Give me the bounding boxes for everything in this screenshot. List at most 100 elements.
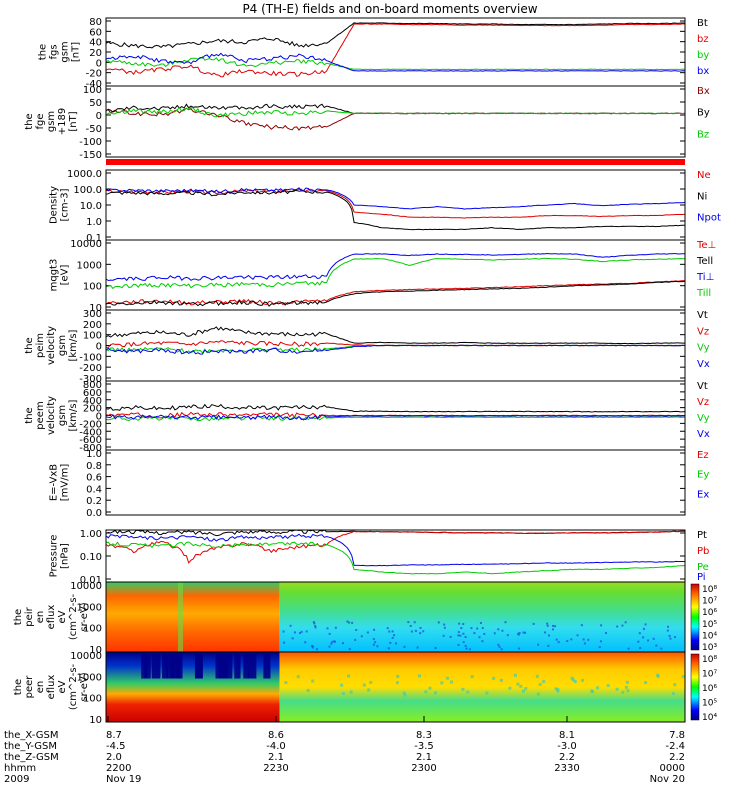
ylabel-line: sr-eV) (79, 672, 90, 701)
spectrogram-pixel (433, 691, 437, 695)
spectrogram-pixel (367, 688, 371, 692)
spectrogram-pixel (326, 627, 329, 630)
series-line (105, 413, 686, 421)
spectrogram-pixel (506, 634, 509, 637)
spectrogram-pixel (639, 647, 642, 650)
legend-entry: Ne (697, 170, 711, 181)
spectrogram-streak (263, 654, 271, 679)
spectrogram-pixel (535, 674, 539, 678)
y-tick-label: 0.0 (86, 508, 102, 519)
ylabel-line: (cm^2-s- (68, 663, 79, 710)
y-tick-label: 1000 (77, 602, 102, 613)
spectrogram-pixel (437, 621, 440, 624)
spectrogram-pixel (552, 628, 555, 631)
ylabel-line: gsm (46, 111, 57, 132)
series-line (105, 533, 685, 567)
spectrogram-pixel (348, 648, 351, 651)
ylabel-line: (cm^2-s- (68, 593, 79, 640)
spectrogram-pixel (524, 631, 527, 634)
x-column-value: -2.4 (665, 741, 685, 752)
y-tick-label: 0.6 (86, 473, 102, 484)
spectrogram-pixel (366, 631, 369, 634)
spectrogram-pixel (478, 636, 481, 639)
series-line (105, 187, 686, 210)
colorbar-tick-label: 10⁴ (702, 713, 717, 723)
spectrogram-pixel (642, 636, 645, 639)
y-tick-label: 20 (89, 48, 102, 59)
spectrogram-pixel (462, 632, 465, 635)
y-tick-label: 100 (83, 624, 102, 635)
legend-entry: Vy (697, 343, 710, 354)
spectrogram-pixel (391, 636, 394, 639)
ylabel-line: fge (35, 113, 46, 129)
y-tick-label: 200 (83, 404, 102, 415)
y-tick-label: 100 (83, 331, 102, 342)
spectrogram-pixel (557, 641, 560, 644)
spectrogram-pixel (422, 630, 425, 633)
spectrogram-pixel (387, 647, 390, 650)
x-column-value: 8.3 (416, 730, 432, 741)
spectrogram-pixel (570, 676, 574, 680)
x-column-value: 2.0 (106, 752, 122, 763)
spectrogram-pixel (314, 626, 317, 629)
ylabel-line: velocity (46, 396, 57, 435)
y-tick-label: 400 (83, 396, 102, 407)
panel-frame (105, 449, 686, 516)
spectrogram-pixel (374, 641, 377, 644)
spectrogram-pixel (334, 626, 337, 629)
x-column-value: 2230 (263, 763, 288, 774)
spectrogram-pixel (362, 683, 366, 687)
series-line (105, 530, 686, 564)
y-tick-label: -300 (79, 374, 102, 385)
x-column-value: Nov 19 (106, 774, 141, 785)
x-column-value: 2200 (106, 763, 131, 774)
spectrogram-pixel (372, 643, 375, 646)
spectrogram-pixel (627, 647, 630, 650)
x-row-label: the_X-GSM (4, 730, 58, 741)
spectrogram-pixel (516, 682, 520, 686)
spectrogram-pixel (656, 674, 660, 678)
spectrogram-pixel (546, 624, 549, 627)
spectrogram-pixel (449, 635, 452, 638)
spectrogram-pixel (542, 680, 546, 684)
spectrogram-pixel (596, 686, 600, 690)
spectrogram-pixel (376, 645, 379, 648)
colorbar (690, 653, 700, 721)
spectrogram-streak (247, 654, 253, 679)
spectrogram-pixel (479, 621, 482, 624)
spectrogram-pixel (403, 693, 407, 697)
x-column-value: 2300 (411, 763, 436, 774)
ylabel-line: the (38, 44, 49, 60)
ylabel-line: Density (49, 186, 60, 224)
y-tick-label: 0 (96, 111, 102, 122)
spectrogram-pixel (647, 639, 650, 642)
legend-entry: Bx (697, 86, 710, 97)
legend-entry: Vt (697, 381, 708, 392)
spectrogram-pixel (424, 690, 428, 694)
spectrogram-pixel (642, 627, 645, 630)
spectrogram-pixel (328, 645, 331, 648)
spectrogram-pixel (450, 680, 454, 684)
series-line (105, 280, 686, 307)
panel-10: the peer en eflux eV (cm^2-s-sr-eV) 10000 1000 1… (13, 651, 717, 726)
spectrogram-pixel (483, 632, 486, 635)
y-tick-label: 10000 (70, 239, 102, 250)
y-tick-label: -50 (86, 124, 102, 135)
ylabel-line: mqgt3 (49, 259, 60, 292)
y-tick-label: -40 (86, 79, 102, 90)
spectrogram-pixel (476, 627, 479, 630)
x-column-value: -3.5 (414, 741, 434, 752)
ylabel-line: eflux (46, 605, 57, 630)
spectrogram-pixel (504, 621, 507, 624)
spectrogram-pixel (570, 638, 573, 641)
series-line (105, 56, 686, 71)
spectrogram-pixel (538, 682, 542, 686)
ylabel-line: E=-VxB (49, 464, 60, 501)
x-row-label: hhmm (4, 763, 36, 774)
spectrogram-pixel (351, 621, 354, 624)
spectrogram-pixel (519, 684, 523, 688)
spectrogram-pixel (396, 674, 400, 678)
spectrogram-pixel (386, 627, 389, 630)
panel-2: the fge gsm +189 [nT] 100 50 0 -50 -100 -150 Bx By Bz (24, 85, 710, 161)
spectrogram-pixel (621, 690, 625, 694)
